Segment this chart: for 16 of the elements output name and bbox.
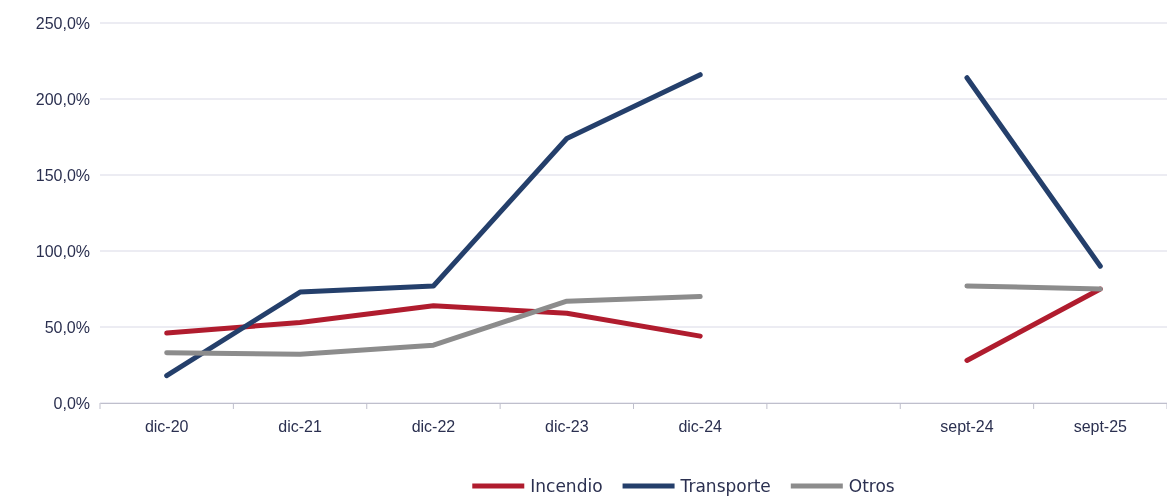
legend-label: Incendio [530,476,603,496]
x-tick-label: dic-21 [278,418,322,436]
x-tick-label: sept-24 [940,418,994,436]
x-tick-label: dic-20 [144,418,189,436]
y-tick-label: 50,0% [44,318,90,336]
legend-label: Transporte [679,476,771,496]
y-tick-label: 250,0% [35,14,90,32]
x-tick-label: dic-22 [411,418,456,436]
y-tick-label: 150,0% [35,166,90,184]
x-tick-label: dic-23 [545,418,589,436]
x-tick-label: sept-25 [1073,418,1128,436]
y-tick-label: 200,0% [35,90,90,108]
y-tick-label: 0,0% [53,394,90,412]
legend-label: Otros [848,476,895,496]
x-tick-label: dic-24 [678,418,723,436]
y-tick-label: 100,0% [35,242,90,260]
